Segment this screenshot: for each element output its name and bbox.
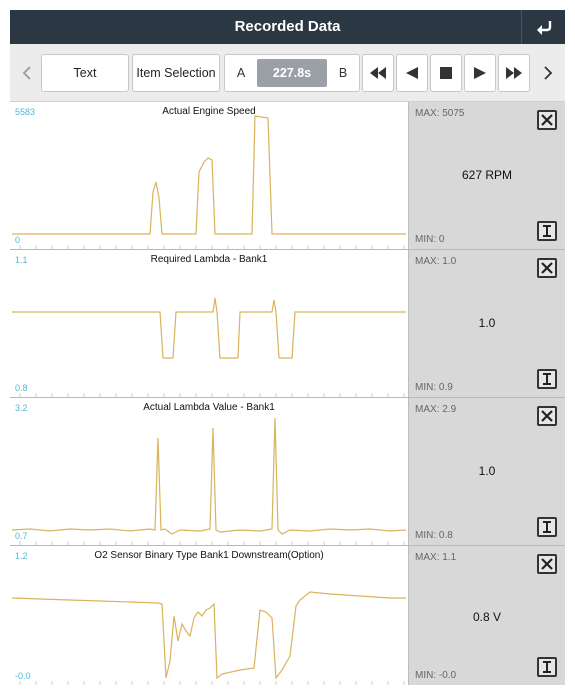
rewind-button[interactable] [362,54,394,92]
ticks [19,541,405,545]
ticks [19,681,405,685]
rewind-icon [370,67,386,79]
fast-forward-icon [506,67,522,79]
fast-forward-button[interactable] [498,54,530,92]
actual-lambda-plot [11,417,407,545]
data-panel: Required Lambda - Bank1 1.1 0.8 MAX: 1.0… [10,250,565,398]
close-icon [541,262,553,274]
max-label: MAX: 1.0 [415,256,457,267]
scale-icon [543,661,551,673]
next-page-button[interactable] [535,56,561,90]
title-bar: Recorded Data [10,10,565,44]
page-title: Recorded Data [234,18,341,35]
close-panel-button[interactable] [537,110,557,130]
min-label: MIN: 0.9 [415,382,453,393]
max-label: MAX: 5075 [415,108,465,119]
graph-title: Actual Engine Speed [162,106,256,117]
o2-sensor-trace [11,591,406,680]
close-icon [541,114,553,126]
data-panel: O2 Sensor Binary Type Bank1 Downstream(O… [10,546,565,685]
required-lambda-trace [12,297,406,359]
stop-icon [440,67,452,79]
current-value: 1.0 [478,316,496,330]
y-max-label: 3.2 [15,403,28,413]
scale-icon [543,225,551,237]
graph-area[interactable]: Actual Engine Speed 5583 0 [10,102,408,249]
scale-button[interactable] [537,517,557,537]
step-back-icon [406,67,418,79]
close-panel-button[interactable] [537,554,557,574]
play-button[interactable] [464,54,496,92]
y-min-label: 0.8 [15,383,28,393]
ab-marker-group: A 227.8s B [224,54,360,92]
y-max-label: 1.2 [15,551,28,561]
min-label: MIN: -0.0 [415,670,457,681]
graph-area[interactable]: Actual Lambda Value - Bank1 3.2 0.7 [10,398,408,545]
max-label: MAX: 2.9 [415,404,457,415]
scale-icon [543,521,551,533]
scale-button[interactable] [537,369,557,389]
min-label: MIN: 0.8 [415,530,453,541]
value-sidebar: MAX: 2.9 1.0 MIN: 0.8 [408,398,565,545]
data-panel: Actual Engine Speed 5583 0 MAX: 5075 627… [10,102,565,250]
y-max-label: 5583 [15,107,36,117]
graph-title: Actual Lambda Value - Bank1 [143,402,275,413]
required-lambda-plot [12,297,406,397]
y-max-label: 1.1 [15,255,28,265]
close-panel-button[interactable] [537,406,557,426]
current-value: 627 RPM [461,168,513,182]
y-min-label: -0.0 [15,671,31,681]
close-icon [541,558,553,570]
play-icon [474,67,486,79]
y-min-label: 0 [15,235,21,245]
prev-page-button[interactable] [14,56,40,90]
text-button[interactable]: Text [41,54,129,92]
value-sidebar: MAX: 5075 627 RPM MIN: 0 [408,102,565,249]
ticks [19,393,405,397]
scale-button[interactable] [537,657,557,677]
engine-speed-plot [12,115,406,249]
value-sidebar: MAX: 1.0 1.0 MIN: 0.9 [408,250,565,397]
marker-b-button[interactable]: B [338,66,348,80]
graph-title: Required Lambda - Bank1 [150,254,268,265]
marker-a-button[interactable]: A [236,66,246,80]
current-value: 1.0 [478,464,496,478]
ticks [19,245,405,249]
step-back-button[interactable] [396,54,428,92]
playback-toolbar: Text Item Selection A 227.8s B [10,44,565,102]
o2-sensor-plot [11,591,406,685]
current-value: 0.8 V [472,610,502,624]
time-readout: 227.8s [257,59,327,87]
min-label: MIN: 0 [415,234,445,245]
recorded-data-screen: Recorded Data Text Item Selection A 227.… [10,10,565,685]
item-selection-button[interactable]: Item Selection [132,54,220,92]
graph-area[interactable]: Required Lambda - Bank1 1.1 0.8 [10,250,408,397]
data-panel: Actual Lambda Value - Bank1 3.2 0.7 MAX:… [10,398,565,546]
close-panel-button[interactable] [537,258,557,278]
scale-icon [543,373,551,385]
chevron-right-icon [544,66,553,80]
y-min-label: 0.7 [15,531,28,541]
graph-area[interactable]: O2 Sensor Binary Type Bank1 Downstream(O… [10,546,408,685]
actual-lambda-trace [11,417,407,535]
graph-title: O2 Sensor Binary Type Bank1 Downstream(O… [94,550,324,561]
close-icon [541,410,553,422]
back-button[interactable] [521,10,565,44]
return-arrow-icon [536,21,551,35]
engine-speed-trace [12,115,406,235]
stop-button[interactable] [430,54,462,92]
chevron-left-icon [22,66,31,80]
value-sidebar: MAX: 1.1 0.8 V MIN: -0.0 [408,546,565,685]
max-label: MAX: 1.1 [415,552,457,563]
scale-button[interactable] [537,221,557,241]
